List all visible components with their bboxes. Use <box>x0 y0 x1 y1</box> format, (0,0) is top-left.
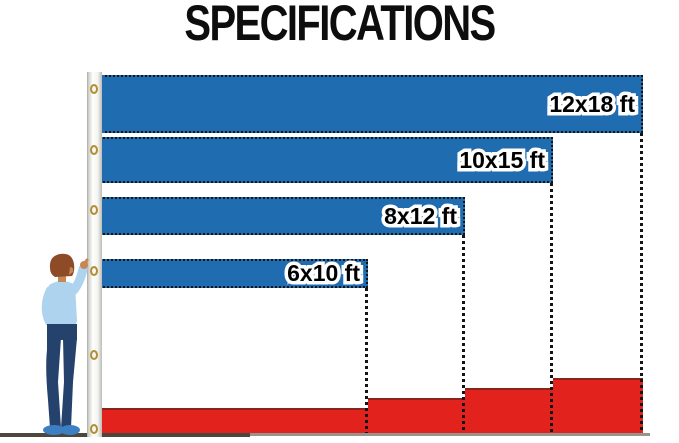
person-raised-arm <box>67 264 88 297</box>
grommet-ring <box>90 350 98 360</box>
flag-pole <box>87 72 102 437</box>
flag-bar-10x6: 6x10 ft <box>100 259 368 288</box>
person-illustration <box>41 253 89 435</box>
red-base-step <box>101 408 368 433</box>
flag-size-label: 12x18 ft <box>549 91 635 118</box>
flag-size-label: 6x10 ft <box>287 260 360 287</box>
person-left-leg <box>46 338 61 428</box>
grommet-ring <box>90 145 98 155</box>
person-fingers <box>82 258 89 266</box>
guide-dotted-line <box>640 133 643 433</box>
person-head <box>49 253 75 277</box>
flag-bar-12x8: 8x12 ft <box>100 197 465 235</box>
person-neck <box>58 274 66 282</box>
red-base-step <box>465 388 553 433</box>
person-right-leg <box>61 338 77 428</box>
flag-size-label: 10x15 ft <box>459 147 545 174</box>
grommet-ring <box>90 266 98 276</box>
red-base-step <box>368 398 465 433</box>
person-ear <box>69 267 74 275</box>
person-left-shoe <box>43 425 65 435</box>
guide-dotted-line <box>550 183 553 433</box>
ground-line <box>0 433 650 436</box>
red-base-step <box>553 378 643 433</box>
page-title: SPECIFICATIONS <box>184 0 496 51</box>
guide-dotted-line <box>365 288 368 433</box>
ground-shadow <box>0 433 250 437</box>
flag-bar-18x12: 12x18 ft <box>100 75 643 133</box>
grommet-ring <box>90 84 98 94</box>
flag-size-label: 8x12 ft <box>384 203 457 230</box>
grommet-ring <box>90 424 98 434</box>
person-hips <box>47 324 77 340</box>
guide-dotted-line <box>462 235 465 433</box>
person-right-shoe <box>60 425 80 435</box>
flag-bar-15x10: 10x15 ft <box>100 137 553 183</box>
grommet-ring <box>90 205 98 215</box>
